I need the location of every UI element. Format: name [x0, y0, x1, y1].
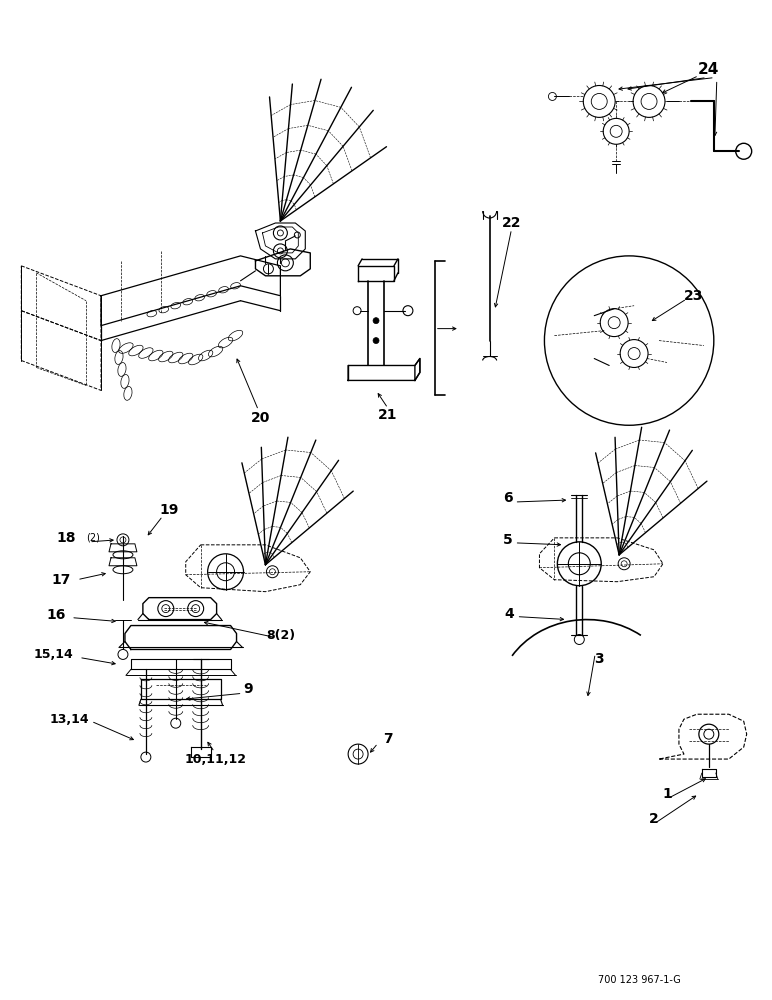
Text: 3: 3 [594, 652, 604, 666]
Text: 21: 21 [378, 408, 398, 422]
Text: 24: 24 [698, 62, 720, 77]
Text: 16: 16 [46, 608, 66, 622]
Text: 5: 5 [503, 533, 513, 547]
Text: 13,14: 13,14 [49, 713, 89, 726]
Text: 10,11,12: 10,11,12 [185, 753, 246, 766]
Text: 23: 23 [684, 289, 703, 303]
Text: 22: 22 [502, 216, 521, 230]
Text: 2: 2 [649, 812, 659, 826]
Text: 8(2): 8(2) [266, 629, 295, 642]
Text: 15,14: 15,14 [33, 648, 73, 661]
Text: (2): (2) [86, 533, 100, 543]
Text: 18: 18 [56, 531, 76, 545]
Text: 19: 19 [159, 503, 178, 517]
Text: 9: 9 [244, 682, 253, 696]
Circle shape [373, 318, 379, 324]
Text: 6: 6 [503, 491, 513, 505]
Text: 1: 1 [662, 787, 672, 801]
Circle shape [736, 143, 752, 159]
Circle shape [373, 338, 379, 344]
Text: 20: 20 [251, 411, 270, 425]
Text: 700 123 967-1-G: 700 123 967-1-G [598, 975, 680, 985]
Text: 17: 17 [52, 573, 71, 587]
Text: 4: 4 [505, 607, 514, 621]
Text: 7: 7 [383, 732, 393, 746]
